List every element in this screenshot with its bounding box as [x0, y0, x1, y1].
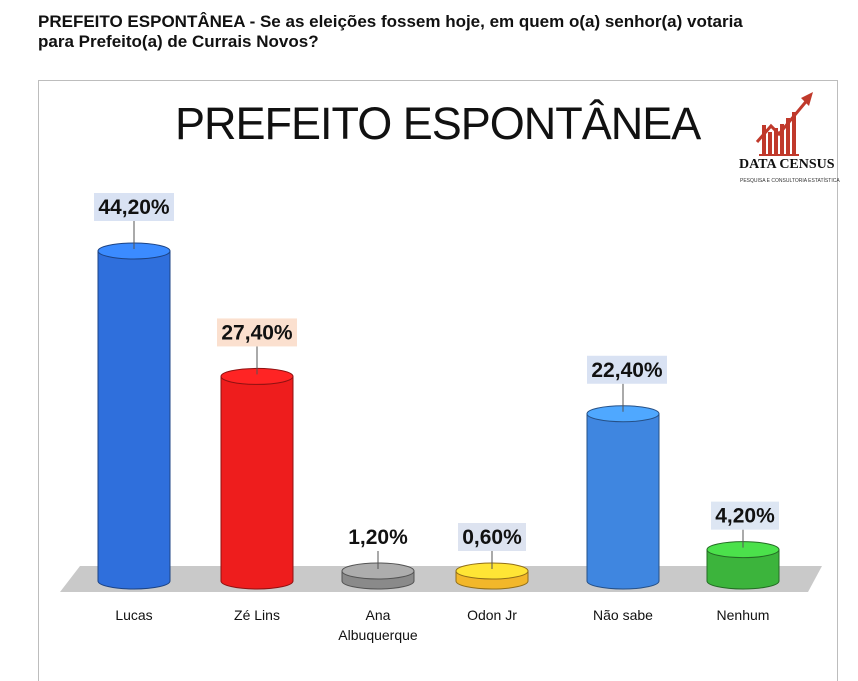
category-label: Odon Jr — [467, 607, 517, 623]
question-heading: PREFEITO ESPONTÂNEA - Se as eleições fos… — [38, 12, 853, 52]
category-label: Zé Lins — [234, 607, 280, 623]
value-label-bg — [94, 193, 174, 221]
category-label: Nenhum — [717, 607, 770, 623]
logo-tagline: PESQUISA E CONSULTORIA ESTATÍSTICA — [740, 178, 840, 184]
value-label: 22,40% — [591, 359, 663, 382]
value-label: 0,60% — [462, 526, 522, 549]
value-label-bg — [344, 523, 412, 551]
bar-body — [97, 250, 171, 590]
bar-ze-lins — [220, 367, 294, 590]
value-label: 4,20% — [715, 505, 775, 528]
bar-nenhum — [706, 541, 780, 590]
value-label-bg — [217, 318, 297, 347]
value-label-bg — [458, 523, 526, 551]
value-label: 1,20% — [348, 526, 408, 549]
value-label: 44,20% — [98, 196, 170, 219]
logo-name: DATA CENSUS — [739, 157, 835, 172]
question-line-1: PREFEITO ESPONTÂNEA - Se as eleições fos… — [38, 12, 743, 31]
bar-ana-albuquerque — [341, 562, 415, 590]
bar-body — [220, 375, 294, 590]
bar-body — [586, 413, 660, 590]
bar-lucas — [97, 242, 171, 590]
category-label: Albuquerque — [338, 627, 418, 643]
category-label: Ana — [366, 607, 391, 623]
value-label-bg — [587, 355, 667, 384]
value-label: 27,40% — [221, 321, 293, 344]
category-label: Lucas — [115, 607, 152, 623]
question-line-2: para Prefeito(a) de Currais Novos? — [38, 32, 319, 51]
bar-chart-rising-arrow-icon — [755, 92, 813, 156]
chart-title: PREFEITO ESPONTÂNEA — [175, 98, 701, 149]
bar-odon-jr — [455, 562, 529, 590]
value-label-bg — [711, 501, 779, 530]
category-label: Não sabe — [593, 607, 653, 623]
bar-nao-sabe — [586, 405, 660, 590]
bar-body — [706, 549, 780, 590]
